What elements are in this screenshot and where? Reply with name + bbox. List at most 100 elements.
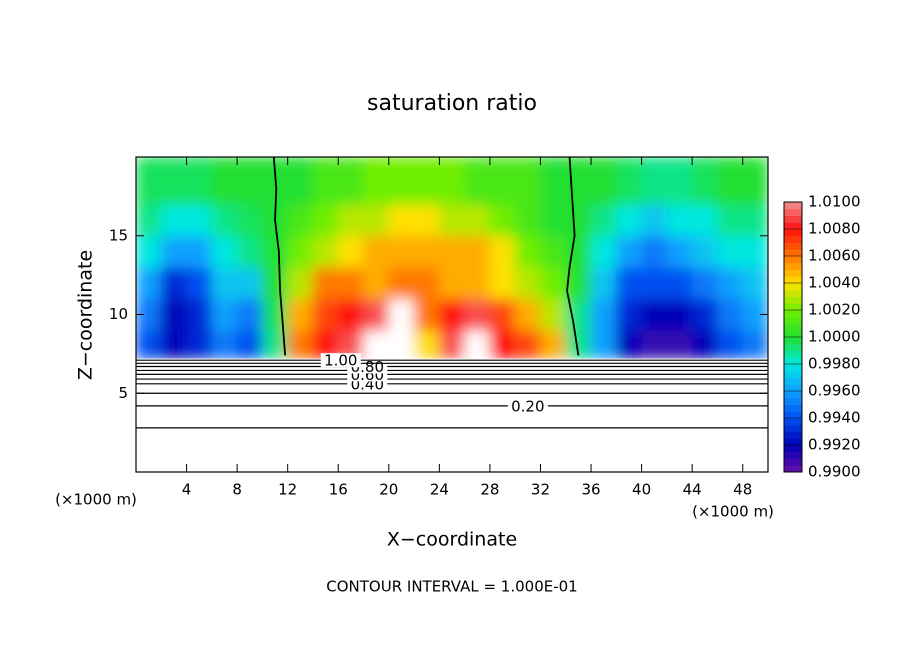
colorbar-band xyxy=(784,458,802,466)
field-cell xyxy=(514,157,541,205)
field-cell xyxy=(489,157,516,205)
field-cell xyxy=(489,203,516,237)
x-unit-label: (×1000 m) xyxy=(692,503,774,521)
field-cell xyxy=(742,266,768,300)
field-cell xyxy=(615,235,643,268)
colorbar-band xyxy=(784,377,802,385)
field-cell xyxy=(136,266,162,300)
field-cell xyxy=(236,157,263,205)
contour-label: 0.20 xyxy=(511,397,544,415)
field-cell xyxy=(590,266,617,300)
field-cell xyxy=(211,157,238,205)
colorbar-band xyxy=(784,370,802,378)
field-cell xyxy=(388,329,415,360)
field-cell xyxy=(514,266,541,300)
field-cell xyxy=(160,329,188,360)
colorbar-band xyxy=(784,202,802,210)
contour-label: 1.00 xyxy=(324,352,357,370)
field-cell xyxy=(615,298,643,331)
footnote: CONTOUR INTERVAL = 1.000E-01 xyxy=(326,578,577,596)
field-cell xyxy=(539,329,567,360)
field-cell xyxy=(565,203,592,237)
colorbar-band xyxy=(784,269,802,277)
field-cell xyxy=(136,329,162,360)
field-cell xyxy=(261,298,289,331)
field-cell xyxy=(666,235,693,268)
field-cell xyxy=(666,157,693,205)
field-cell xyxy=(716,157,744,205)
field-cell xyxy=(160,203,188,237)
colorbar-band xyxy=(784,411,802,419)
colorbar-tick-label: 1.0100 xyxy=(808,193,861,211)
field-cell xyxy=(666,266,693,300)
field-cell xyxy=(337,157,365,205)
field-cell xyxy=(615,203,643,237)
x-tick-label: 24 xyxy=(430,481,449,499)
field-cell xyxy=(236,266,263,300)
field-cell xyxy=(312,203,339,237)
field-cell xyxy=(211,266,238,300)
field-cell xyxy=(716,298,744,331)
field-cell xyxy=(691,298,718,331)
field-cell xyxy=(413,266,440,300)
colorbar-band xyxy=(784,397,802,405)
field-cell xyxy=(388,298,415,331)
contour-label-bg xyxy=(320,353,361,368)
colorbar-band xyxy=(784,357,802,365)
colorbar-band xyxy=(784,391,802,399)
field-cell xyxy=(236,298,263,331)
field-cell xyxy=(186,203,213,237)
field-cell xyxy=(236,235,263,268)
field-cell xyxy=(590,235,617,268)
field-cell xyxy=(388,157,415,205)
field-cell xyxy=(539,235,567,268)
field-cell xyxy=(438,203,466,237)
field-cells xyxy=(136,157,768,360)
x-axis-label: X−coordinate xyxy=(387,529,517,551)
x-tick-label: 8 xyxy=(232,481,242,499)
colorbar-band xyxy=(784,465,802,473)
colorbar-band xyxy=(784,424,802,432)
field-cell xyxy=(211,203,238,237)
field-cell xyxy=(742,203,768,237)
field-cell xyxy=(666,298,693,331)
field-cell xyxy=(337,203,365,237)
field-cell xyxy=(363,157,390,205)
field-cell xyxy=(514,203,541,237)
x-tick-label: 44 xyxy=(683,481,702,499)
y-tick-label: 5 xyxy=(118,384,128,402)
field-cell xyxy=(742,329,768,360)
field-cell xyxy=(691,329,718,360)
colorbar-tick-label: 0.9960 xyxy=(808,382,861,400)
x-tick-label: 16 xyxy=(329,481,348,499)
field-cell xyxy=(539,266,567,300)
field-cell xyxy=(287,266,314,300)
field-cell xyxy=(337,266,365,300)
colorbar-tick-label: 0.9940 xyxy=(808,409,861,427)
colorbar-tick-label: 0.9980 xyxy=(808,355,861,373)
field-cell xyxy=(641,266,668,300)
colorbar-tick-label: 0.9920 xyxy=(808,436,861,454)
colorbar-band xyxy=(784,445,802,453)
colorbar-band xyxy=(784,310,802,318)
y-axis-label: Z−coordinate xyxy=(75,250,97,380)
field-cell xyxy=(287,235,314,268)
colorbar-band xyxy=(784,418,802,426)
field-cell xyxy=(363,266,390,300)
field-cell xyxy=(489,298,516,331)
field-cell xyxy=(716,329,744,360)
colorbar-tick-label: 0.9900 xyxy=(808,463,861,481)
field-cell xyxy=(691,157,718,205)
chart-title: saturation ratio xyxy=(367,91,537,116)
field-cell xyxy=(716,235,744,268)
field-cell xyxy=(539,203,567,237)
contour-label-bg xyxy=(507,398,548,413)
colorbar-band xyxy=(784,256,802,264)
field-cell xyxy=(691,235,718,268)
colorbar-band xyxy=(784,242,802,250)
field-cell xyxy=(565,235,592,268)
colorbar-band xyxy=(784,330,802,338)
x-tick-label: 4 xyxy=(182,481,192,499)
overlay-layer: 0.200.400.600.801.00 xyxy=(136,157,768,472)
field-cell xyxy=(211,298,238,331)
